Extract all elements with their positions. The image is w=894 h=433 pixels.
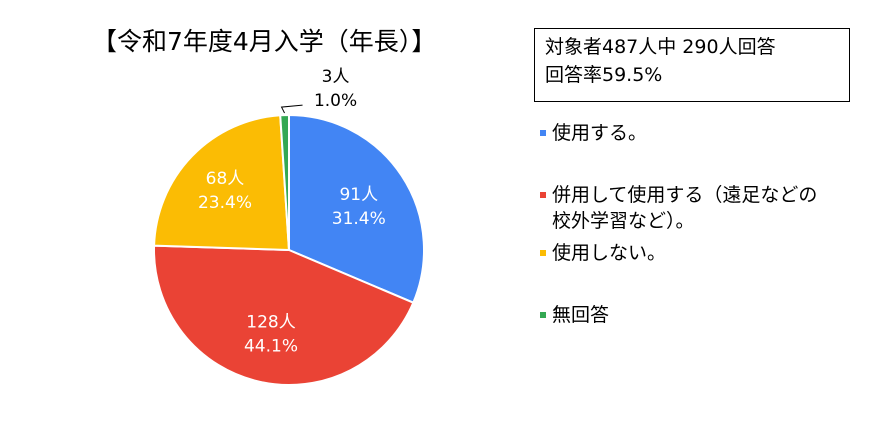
pie-slice	[153, 114, 291, 252]
slice-count-label: 128人	[246, 313, 295, 333]
slice-count-label: 3人	[322, 67, 350, 87]
chart-title: 【令和7年度4月入学（年長）】	[92, 27, 437, 56]
slice-percent-label: 1.0%	[314, 91, 357, 111]
pie-slice	[153, 244, 415, 386]
response-rate-text: 回答率59.5%	[545, 64, 663, 86]
legend-label: 使用する。	[552, 122, 648, 144]
slice-count-label: 91人	[339, 185, 378, 205]
slice-percent-label: 23.4%	[198, 193, 252, 213]
legend-swatch	[540, 250, 546, 256]
legend-label: 無回答	[552, 304, 610, 326]
pie-slice	[288, 113, 425, 304]
legend-label: 併用して使用する（遠足などの 校外学習など）。	[552, 184, 818, 232]
legend-swatch	[540, 130, 546, 136]
slice-count-label: 68人	[206, 169, 245, 189]
respondent-info-box: 対象者487人中 290人回答 回答率59.5%	[534, 28, 850, 102]
legend-swatch	[540, 192, 546, 198]
respondent-count-text: 対象者487人中 290人回答	[545, 36, 776, 58]
pie-slice	[279, 113, 290, 251]
legend-label: 使用しない。	[552, 242, 667, 264]
slice-percent-label: 44.1%	[244, 337, 298, 357]
legend-swatch	[540, 312, 546, 318]
leader-line	[280, 104, 303, 114]
slice-percent-label: 31.4%	[332, 209, 386, 229]
